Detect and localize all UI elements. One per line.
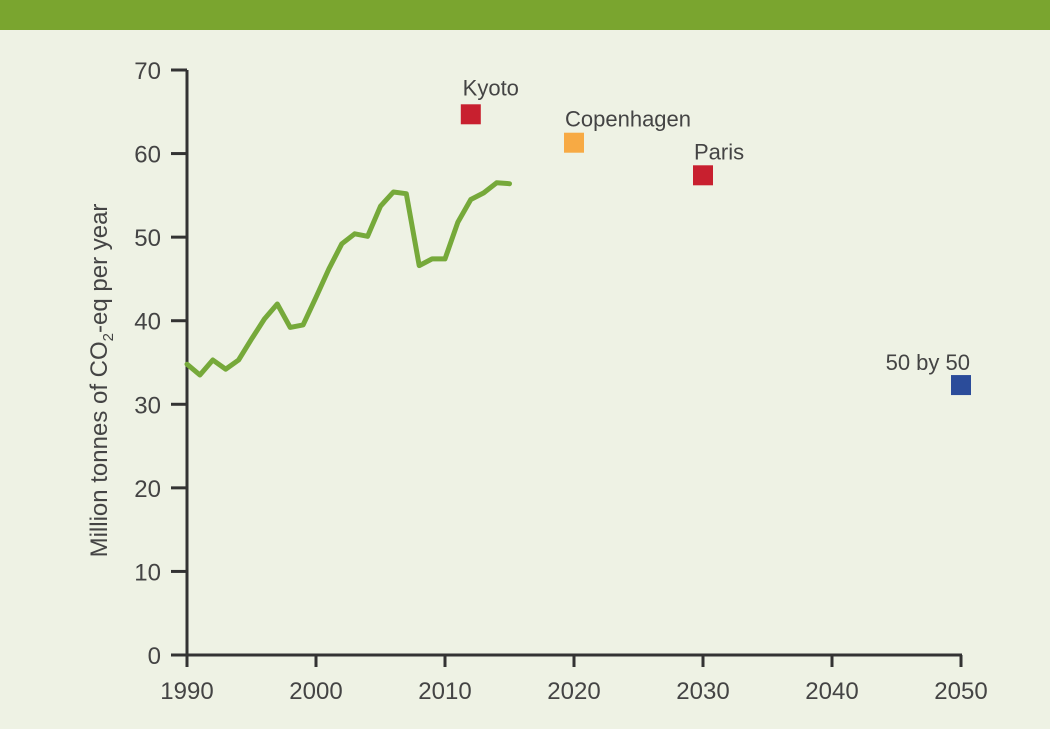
target-label: Copenhagen (565, 107, 691, 132)
y-tick-label: 10 (134, 559, 161, 586)
y-axis-label-suffix: -eq per year (86, 204, 113, 333)
x-tick-label: 2020 (547, 678, 600, 705)
target-label: 50 by 50 (886, 350, 970, 375)
x-tick-label: 2040 (805, 678, 858, 705)
y-axis-label-subscript: 2 (100, 333, 117, 341)
y-tick-label: 60 (134, 142, 161, 169)
target-marker (951, 375, 971, 396)
x-tick-label: 2030 (676, 678, 729, 705)
emissions-line (184, 180, 512, 378)
y-tick-label: 20 (134, 476, 161, 503)
target-label: Paris (694, 139, 744, 164)
y-axis-label-prefix: Million tonnes of CO (86, 341, 113, 557)
y-tick-label: 0 (148, 643, 161, 670)
x-tick-label: 1990 (160, 678, 213, 705)
y-tick-label: 70 (134, 58, 161, 85)
x-tick-label: 2000 (289, 678, 342, 705)
target-label: Kyoto (463, 75, 519, 100)
target-marker (693, 165, 713, 186)
y-tick-label: 40 (134, 309, 161, 336)
y-tick-label: 30 (134, 392, 161, 419)
x-tick-label: 2050 (934, 678, 987, 705)
y-axis-label: Million tonnes of CO2-eq per year (86, 204, 117, 558)
x-tick-label: 2010 (418, 678, 471, 705)
chart-series (184, 180, 512, 378)
y-tick-label: 50 (134, 225, 161, 252)
header-bar (0, 0, 1050, 30)
target-marker (564, 132, 584, 153)
target-marker (460, 104, 481, 125)
